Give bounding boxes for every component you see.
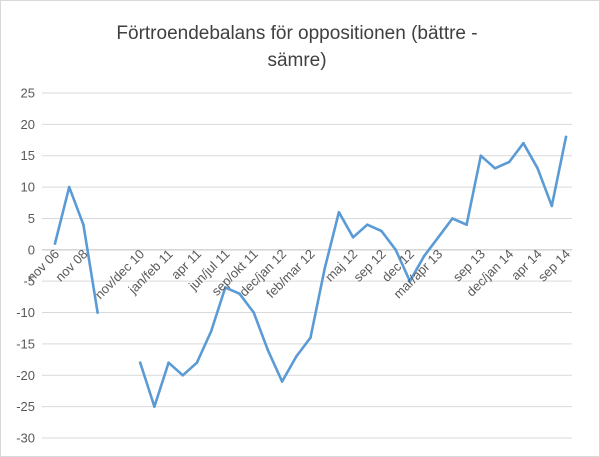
y-tick-label-3: 10 [21, 180, 35, 195]
data-point-34 [536, 166, 539, 170]
data-point-20 [337, 210, 341, 214]
y-tick-label-11: -30 [16, 431, 35, 446]
data-point-36 [564, 135, 568, 139]
data-point-1 [67, 185, 71, 189]
data-point-22 [365, 223, 369, 227]
x-tick-label-16: sep 14 [535, 246, 573, 284]
data-point-14 [252, 311, 256, 314]
data-point-23 [380, 229, 383, 233]
data-point-25 [408, 279, 412, 283]
data-point-10 [195, 361, 199, 365]
data-point-28 [451, 217, 454, 220]
data-point-11 [209, 330, 213, 333]
y-tick-label-9: -20 [16, 368, 35, 383]
series-layer [53, 135, 568, 408]
y-tick-label-8: -15 [16, 336, 35, 351]
data-point-12 [224, 286, 227, 289]
y-tick-label-10: -25 [16, 399, 35, 414]
data-point-7 [153, 405, 156, 408]
x-tick-label-1: nov 08 [52, 246, 90, 284]
y-tick-label-2: 15 [21, 148, 35, 163]
data-point-32 [507, 160, 511, 164]
data-point-33 [522, 141, 525, 145]
data-point-31 [493, 166, 497, 170]
chart-title-line-1: Förtroendebalans för oppositionen (bättr… [116, 23, 477, 44]
data-point-27 [436, 235, 440, 239]
data-point-16 [280, 380, 284, 383]
data-point-30 [479, 154, 483, 158]
y-tick-label-1: 20 [21, 117, 35, 132]
data-point-13 [238, 292, 241, 296]
y-tick-label-7: -10 [16, 305, 35, 320]
data-point-8 [167, 361, 170, 365]
series-0-segment-0 [53, 185, 99, 314]
data-point-2 [82, 223, 85, 227]
data-point-21 [351, 235, 355, 239]
data-point-17 [295, 355, 298, 358]
data-point-24 [394, 248, 397, 252]
data-point-3 [96, 311, 99, 314]
y-tick-label-0: 25 [21, 86, 35, 101]
data-point-0 [53, 242, 57, 245]
chart-title-line-2: sämre) [267, 50, 326, 71]
data-point-29 [465, 223, 468, 227]
data-point-19 [323, 267, 326, 270]
y-axis-ticks: 25 20 15 10 5 0 -5 -10 -15 -20 -25 -30 [16, 86, 35, 446]
data-point-9 [181, 373, 185, 377]
data-point-6 [138, 361, 142, 365]
y-tick-label-5: 0 [28, 242, 35, 257]
data-point-18 [309, 336, 312, 339]
y-tick-label-6: -5 [23, 274, 35, 289]
data-point-15 [266, 348, 270, 352]
y-tick-label-4: 5 [28, 211, 35, 226]
data-point-35 [550, 204, 554, 208]
data-point-26 [422, 254, 426, 258]
